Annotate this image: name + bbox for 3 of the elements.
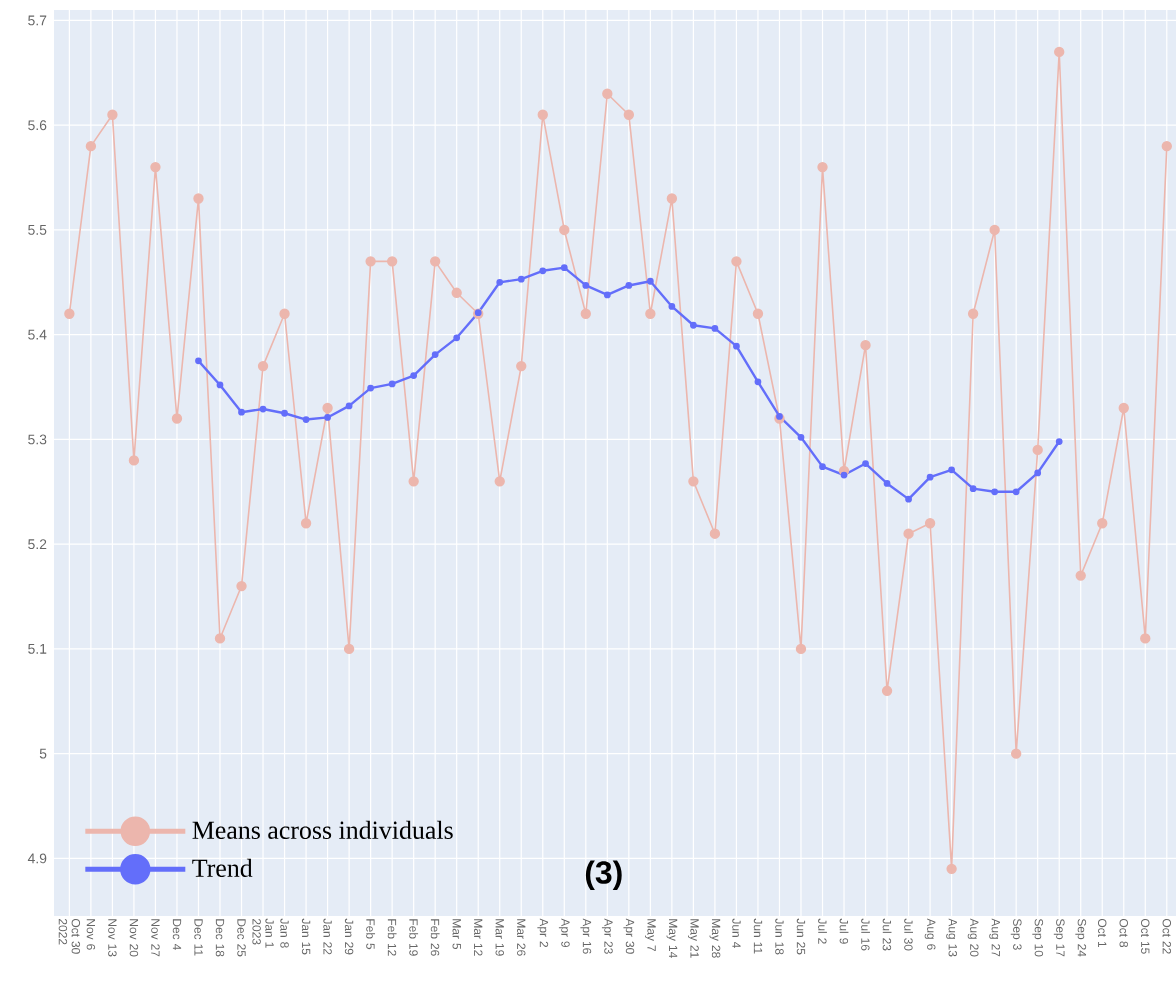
legend-label: Trend — [192, 858, 253, 877]
annotation: (3) — [585, 860, 622, 891]
legend-label: Means across individuals — [192, 820, 453, 839]
